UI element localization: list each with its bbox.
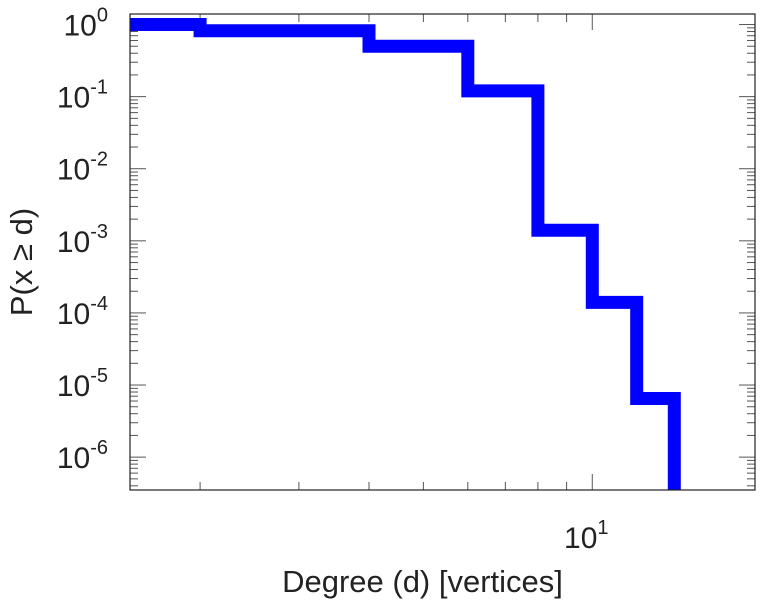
y-tick-label-exponent: -3 [90, 221, 108, 243]
y-tick-label-base: 10 [57, 154, 90, 187]
y-tick-label-exponent: -6 [90, 437, 108, 459]
y-tick-label: 10-1 [57, 77, 108, 115]
y-tick-label: 10-2 [57, 149, 108, 187]
x-tick-label-exponent: 1 [597, 517, 608, 539]
y-tick-label-exponent: -1 [90, 77, 108, 99]
y-tick-label-exponent: 0 [97, 5, 108, 27]
ccdf-series-line [130, 18, 681, 490]
y-tick-label-base: 10 [64, 10, 97, 43]
plot-frame [129, 13, 756, 491]
y-tick-label-base: 10 [57, 82, 90, 115]
series-layer [130, 18, 681, 490]
y-tick-label: 10-5 [57, 365, 108, 403]
x-axis-label: Degree (d) [vertices] [282, 564, 563, 599]
y-tick-label-exponent: -5 [90, 365, 108, 387]
y-tick-label-exponent: -4 [90, 293, 108, 315]
y-axis-label: P(x ≥ d) [4, 208, 39, 316]
y-tick-label-base: 10 [57, 370, 90, 403]
y-tick-label-base: 10 [57, 442, 90, 475]
y-tick-label: 100 [64, 5, 109, 43]
y-tick-label-base: 10 [57, 226, 90, 259]
y-tick-label-base: 10 [57, 298, 90, 331]
x-tick-label-base: 10 [564, 522, 597, 555]
y-tick-label-exponent: -2 [90, 149, 108, 171]
ticks-layer [130, 14, 755, 490]
x-tick-label: 101 [564, 517, 609, 555]
y-tick-label: 10-3 [57, 221, 108, 259]
y-tick-label: 10-4 [57, 293, 108, 331]
y-tick-label: 10-6 [57, 437, 108, 475]
